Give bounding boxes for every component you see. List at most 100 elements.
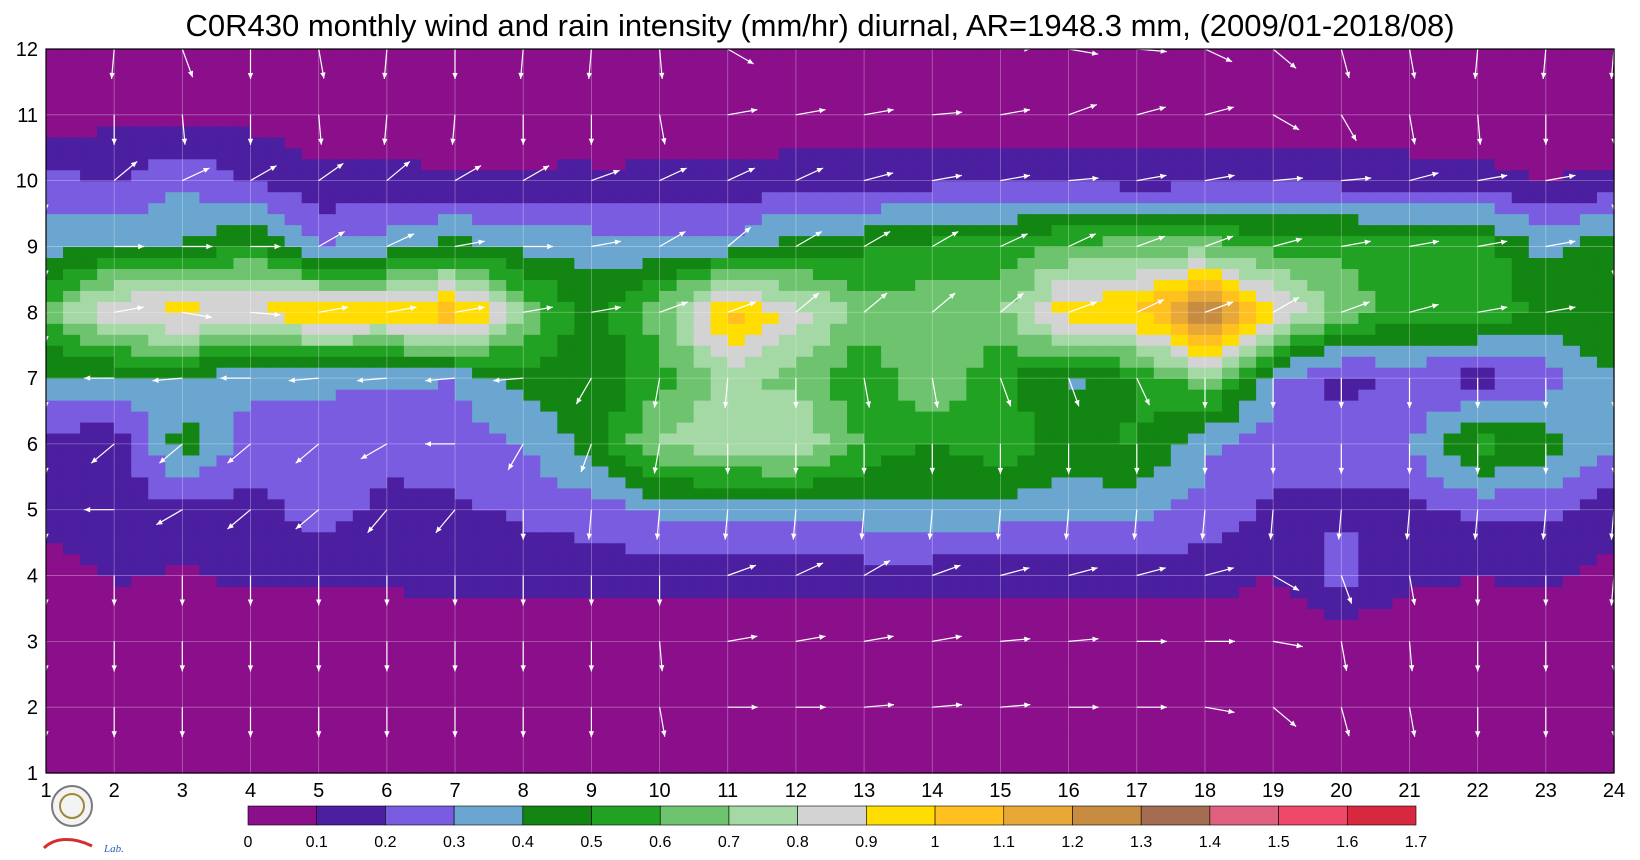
heatmap-cell — [1187, 202, 1206, 215]
heatmap-cell — [710, 432, 729, 445]
heatmap-cell — [812, 509, 831, 522]
heatmap-cell — [438, 751, 456, 763]
heatmap-cell — [369, 432, 388, 445]
heatmap-cell — [1528, 432, 1547, 445]
heatmap-cell — [131, 707, 149, 719]
heatmap-cell — [915, 290, 933, 302]
heatmap-cell — [97, 421, 115, 434]
heatmap-cell — [1204, 191, 1223, 204]
heatmap-cell — [1187, 334, 1206, 346]
heatmap-cell — [1170, 279, 1189, 291]
heatmap-cell — [97, 180, 115, 193]
heatmap-cell — [795, 202, 814, 215]
heatmap-cell — [1477, 641, 1496, 653]
heatmap-cell — [148, 696, 166, 708]
heatmap-cell — [1153, 400, 1172, 412]
heatmap-cell — [335, 729, 354, 741]
heatmap-cell — [1170, 257, 1189, 269]
heatmap-cell — [216, 290, 235, 302]
heatmap-cell — [949, 487, 967, 500]
heatmap-cell — [386, 498, 405, 511]
heatmap-cell — [693, 202, 712, 215]
heatmap-cell — [812, 443, 831, 456]
heatmap-cell — [830, 498, 848, 511]
heatmap-cell — [1051, 301, 1070, 313]
heatmap-cell — [1222, 345, 1240, 357]
heatmap-cell — [1102, 762, 1121, 774]
heatmap-cell — [165, 389, 183, 401]
heatmap-cell — [420, 389, 439, 401]
heatmap-cell — [1460, 542, 1479, 555]
heatmap-cell — [795, 389, 814, 401]
heatmap-cell — [778, 400, 797, 412]
heatmap-cell — [1375, 202, 1394, 215]
heatmap-cell — [46, 301, 64, 313]
heatmap-cell — [1443, 619, 1462, 631]
heatmap-cell — [284, 630, 303, 642]
heatmap-cell — [233, 268, 252, 280]
heatmap-cell — [1034, 235, 1053, 248]
heatmap-cell — [1324, 520, 1342, 533]
heatmap-cell — [1000, 674, 1019, 686]
heatmap-cell — [1409, 180, 1428, 193]
heatmap-cell — [216, 465, 235, 478]
heatmap-cell — [591, 553, 610, 566]
heatmap-cell — [506, 378, 524, 390]
heatmap-cell — [1222, 608, 1240, 621]
heatmap-cell — [335, 400, 354, 412]
heatmap-cell — [199, 180, 218, 193]
heatmap-cell — [761, 356, 780, 368]
heatmap-cell — [795, 411, 814, 423]
heatmap-cell — [744, 191, 763, 204]
heatmap-cell — [233, 378, 252, 390]
heatmap-cell — [642, 597, 661, 610]
heatmap-cell — [1273, 707, 1291, 719]
heatmap-cell — [386, 356, 405, 368]
heatmap-cell — [1051, 498, 1070, 511]
heatmap-cell — [455, 191, 473, 204]
heatmap-cell — [1460, 575, 1479, 588]
heatmap-cell — [949, 740, 967, 752]
heatmap-cell — [898, 191, 916, 204]
heatmap-cell — [46, 432, 64, 445]
heatmap-cell — [1000, 312, 1019, 324]
heatmap-cell — [574, 707, 592, 719]
heatmap-cell — [676, 224, 695, 237]
heatmap-cell — [642, 345, 661, 357]
heatmap-cell — [1187, 718, 1206, 730]
heatmap-cell — [557, 619, 575, 631]
heatmap-cell — [1290, 542, 1308, 555]
heatmap-cell — [1068, 180, 1087, 193]
heatmap-cell — [625, 575, 644, 588]
heatmap-cell — [1170, 498, 1189, 511]
heatmap-cell — [301, 718, 320, 730]
heatmap-cell — [744, 520, 763, 533]
heatmap-cell — [148, 367, 166, 379]
heatmap-cell — [1511, 476, 1530, 489]
heatmap-cell — [1596, 400, 1615, 412]
heatmap-cell — [455, 465, 473, 478]
heatmap-cell — [1017, 213, 1036, 226]
heatmap-cell — [352, 334, 371, 346]
heatmap-cell — [1273, 751, 1291, 763]
heatmap-cell — [1477, 619, 1496, 631]
heatmap-cell — [1545, 652, 1564, 664]
heatmap-cell — [1017, 421, 1036, 434]
heatmap-cell — [659, 740, 678, 752]
heatmap-cell — [386, 718, 405, 730]
heatmap-cell — [182, 740, 200, 752]
heatmap-cell — [812, 465, 831, 478]
heatmap-cell — [489, 619, 507, 631]
heatmap-cell — [506, 696, 524, 708]
heatmap-cell — [1204, 707, 1223, 719]
heatmap-cell — [881, 268, 899, 280]
heatmap-cell — [335, 674, 354, 686]
heatmap-cell — [250, 246, 269, 259]
heatmap-cell — [983, 312, 1002, 324]
heatmap-cell — [1085, 652, 1104, 664]
heatmap-cell — [1017, 180, 1036, 193]
heatmap-cell — [1290, 707, 1308, 719]
heatmap-cell — [761, 751, 780, 763]
heatmap-cell — [1000, 597, 1019, 610]
heatmap-cell — [80, 575, 98, 588]
